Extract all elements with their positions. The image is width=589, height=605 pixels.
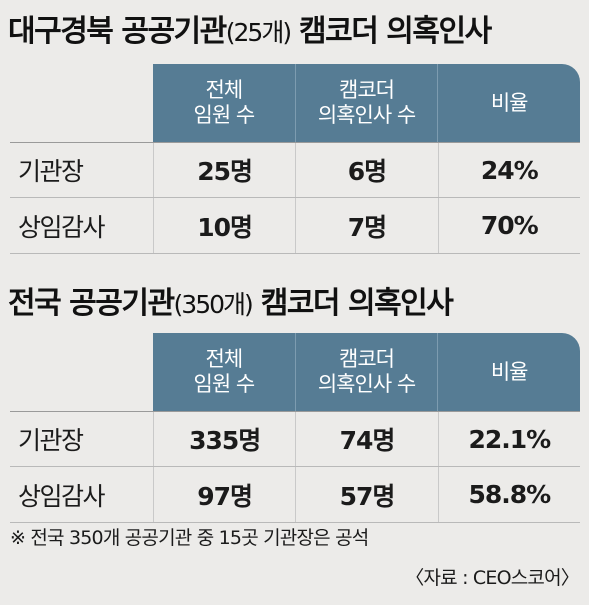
section2-title: 전국 공공기관(350개) 캠코더 의혹인사 [8,278,454,322]
header-line: 의혹인사 수 [317,372,416,396]
cell-ratio: 22.1% [437,412,580,466]
cell-ratio: 24% [437,143,580,197]
source-credit: 〈자료 : CEO스코어〉 [405,567,580,589]
section1-title-suffix: 캠코더 의혹인사 [299,14,492,49]
cell-ratio: 70% [437,198,580,253]
section1-table: 전체 임원 수 캠코더 의혹인사 수 비율 기관장 25명 6명 24% 상임감… [10,64,580,254]
header-line: 캠코더 [339,347,395,371]
header-total-officers: 전체 임원 수 [153,333,295,411]
section2-title-suffix: 캠코더 의혹인사 [260,286,454,321]
cell-suspected: 7명 [295,198,437,253]
section2-header-row: 전체 임원 수 캠코더 의혹인사 수 비율 [10,333,580,411]
header-line: 임원 수 [193,103,256,127]
row-label: 상임감사 [18,212,106,242]
cell-suspected: 74명 [295,412,437,466]
header-ratio: 비율 [437,64,580,142]
section2-title-count: (350개) [173,290,254,319]
section2-header-bar: 전체 임원 수 캠코더 의혹인사 수 비율 [153,333,580,411]
header-line: 의혹인사 수 [317,103,416,127]
cell-ratio: 58.8% [437,467,580,522]
header-suspected-count: 캠코더 의혹인사 수 [294,64,438,142]
header-line: 캠코더 [339,78,395,102]
section1-header-row: 전체 임원 수 캠코더 의혹인사 수 비율 [10,64,580,142]
section2-title-main: 전국 공공기관 [8,286,175,321]
table-row: 기관장 25명 6명 24% [10,142,580,198]
row-label: 기관장 [18,157,84,186]
header-suspected-count: 캠코더 의혹인사 수 [294,333,438,411]
header-total-officers: 전체 임원 수 [153,64,295,142]
cell-total: 97명 [153,467,295,522]
row-label: 기관장 [18,426,84,455]
section1-header-bar: 전체 임원 수 캠코더 의혹인사 수 비율 [153,64,580,142]
table-row: 상임감사 10명 7명 70% [10,198,580,254]
row-label: 상임감사 [18,481,106,511]
header-line: 비율 [490,359,529,384]
table-row: 기관장 335명 74명 22.1% [10,411,580,467]
cell-total: 10명 [153,198,295,253]
header-line: 전체 [205,347,244,371]
cell-suspected: 6명 [295,143,437,197]
header-line: 전체 [205,78,244,102]
footnote: ※ 전국 350개 공공기관 중 15곳 기관장은 공석 [10,527,369,549]
section1-title-main: 대구경북 공공기관 [8,14,227,49]
section1-title: 대구경북 공공기관(25개) 캠코더 의혹인사 [8,6,492,50]
section1-title-count: (25개) [225,18,292,47]
header-ratio: 비율 [437,333,580,411]
section2-table: 전체 임원 수 캠코더 의혹인사 수 비율 기관장 335명 74명 22.1%… [10,333,580,523]
header-line: 비율 [490,90,529,115]
cell-total: 25명 [153,143,295,197]
cell-total: 335명 [153,412,295,466]
cell-suspected: 57명 [295,467,437,522]
table-row: 상임감사 97명 57명 58.8% [10,467,580,523]
header-line: 임원 수 [193,372,256,396]
